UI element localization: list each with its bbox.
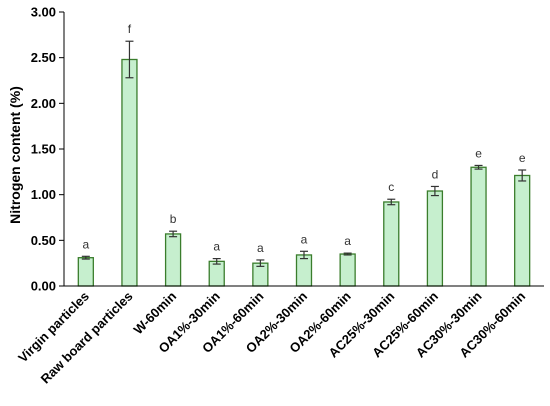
- bar: [295, 254, 313, 287]
- y-tick-label: 0.00: [31, 279, 56, 294]
- y-axis-title: Nitrogen content (%): [7, 86, 23, 224]
- y-axis: 0.00 0.50 1.00 1.50 2.00 2.50 3.00: [31, 5, 65, 294]
- significance-letter: a: [82, 237, 89, 251]
- bar: [470, 166, 487, 287]
- bar: [383, 201, 400, 287]
- significance-letter: c: [388, 180, 394, 194]
- y-tick-label: 3.00: [31, 5, 56, 20]
- bars: a f b a a a a c d e e: [77, 22, 531, 287]
- y-tick-label: 1.00: [31, 187, 56, 202]
- significance-letter: b: [170, 212, 177, 226]
- significance-letter: a: [213, 240, 220, 254]
- bar: [426, 190, 444, 287]
- bar: [77, 257, 94, 287]
- significance-letter: a: [301, 232, 308, 246]
- bar: [208, 260, 225, 287]
- bar: [164, 233, 182, 287]
- significance-letter: a: [344, 234, 351, 248]
- significance-letter: e: [475, 146, 482, 160]
- significance-letter: e: [519, 151, 526, 165]
- bar: [339, 253, 356, 287]
- bar: [121, 58, 138, 287]
- significance-letter: a: [257, 241, 264, 255]
- significance-letter: d: [432, 167, 439, 181]
- significance-letter: f: [128, 22, 132, 36]
- y-tick-label: 2.50: [31, 50, 56, 65]
- y-tick-label: 1.50: [31, 142, 56, 157]
- y-tick-label: 0.50: [31, 233, 56, 248]
- bar: [514, 174, 531, 287]
- y-tick-label: 2.00: [31, 96, 56, 111]
